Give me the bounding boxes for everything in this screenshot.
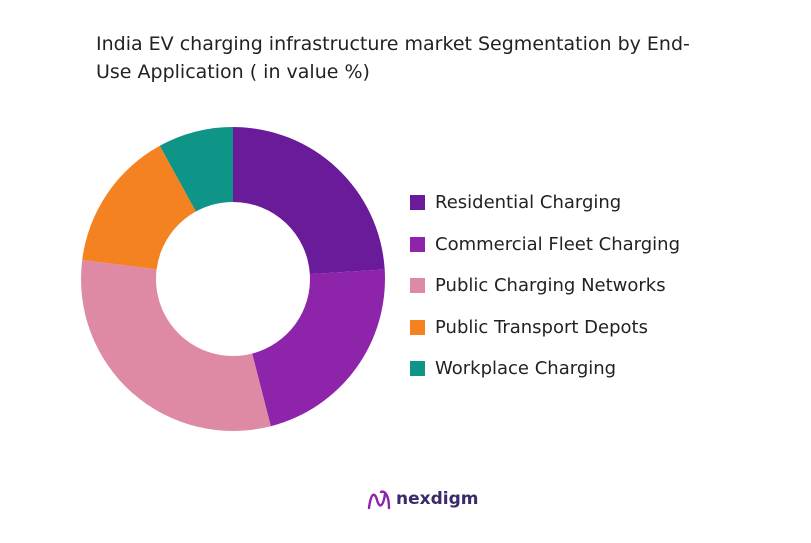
legend-item: Public Charging Networks bbox=[410, 265, 680, 307]
legend-swatch bbox=[410, 361, 425, 377]
donut-chart bbox=[81, 127, 385, 431]
legend-label: Residential Charging bbox=[435, 192, 622, 214]
donut-segment bbox=[252, 269, 385, 427]
chart-title: India EV charging infrastructure market … bbox=[96, 33, 690, 83]
legend-label: Public Charging Networks bbox=[435, 275, 666, 297]
donut-segment bbox=[233, 127, 385, 275]
logo-text: nexdigm bbox=[396, 489, 479, 509]
legend: Residential Charging Commercial Fleet Cha… bbox=[410, 182, 680, 390]
legend-label: Public Transport Depots bbox=[435, 316, 648, 338]
donut-segment bbox=[159, 127, 233, 212]
legend-item: Public Transport Depots bbox=[410, 307, 680, 349]
donut-segment bbox=[81, 259, 271, 431]
logo: nexdigm bbox=[367, 488, 478, 510]
legend-label: Commercial Fleet Charging bbox=[435, 233, 681, 255]
donut-segment bbox=[82, 145, 196, 270]
logo-icon bbox=[367, 490, 391, 510]
legend-item: Commercial Fleet Charging bbox=[410, 224, 680, 266]
legend-swatch bbox=[410, 319, 425, 335]
legend-item: Residential Charging bbox=[410, 182, 680, 224]
legend-item: Workplace Charging bbox=[410, 348, 680, 390]
legend-label: Workplace Charging bbox=[435, 358, 617, 380]
legend-swatch bbox=[410, 236, 425, 252]
legend-swatch bbox=[410, 195, 425, 211]
legend-swatch bbox=[410, 278, 425, 294]
